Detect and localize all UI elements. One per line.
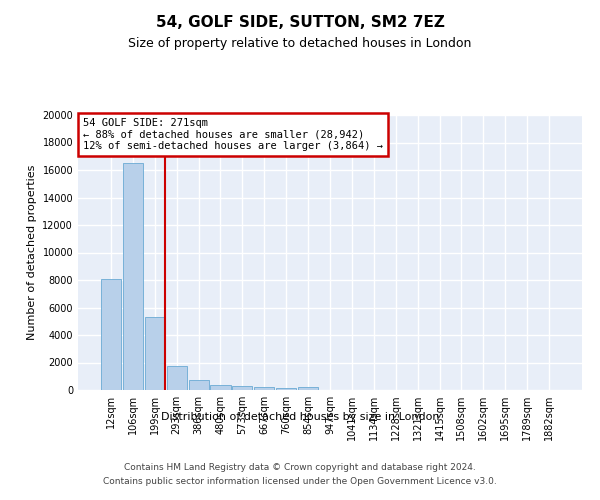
Y-axis label: Number of detached properties: Number of detached properties xyxy=(27,165,37,340)
Text: Distribution of detached houses by size in London: Distribution of detached houses by size … xyxy=(161,412,439,422)
Bar xyxy=(254,387,274,390)
Bar xyxy=(188,380,209,390)
Bar xyxy=(298,387,318,390)
Text: 54 GOLF SIDE: 271sqm
← 88% of detached houses are smaller (28,942)
12% of semi-d: 54 GOLF SIDE: 271sqm ← 88% of detached h… xyxy=(83,118,383,151)
Text: 54, GOLF SIDE, SUTTON, SM2 7EZ: 54, GOLF SIDE, SUTTON, SM2 7EZ xyxy=(155,15,445,30)
Bar xyxy=(145,317,165,390)
Bar xyxy=(276,388,296,390)
Text: Contains HM Land Registry data © Crown copyright and database right 2024.: Contains HM Land Registry data © Crown c… xyxy=(124,462,476,471)
Text: Contains public sector information licensed under the Open Government Licence v3: Contains public sector information licen… xyxy=(103,478,497,486)
Bar xyxy=(123,163,143,390)
Bar xyxy=(211,385,230,390)
Bar xyxy=(101,278,121,390)
Bar xyxy=(167,366,187,390)
Text: Size of property relative to detached houses in London: Size of property relative to detached ho… xyxy=(128,38,472,51)
Bar xyxy=(232,386,253,390)
